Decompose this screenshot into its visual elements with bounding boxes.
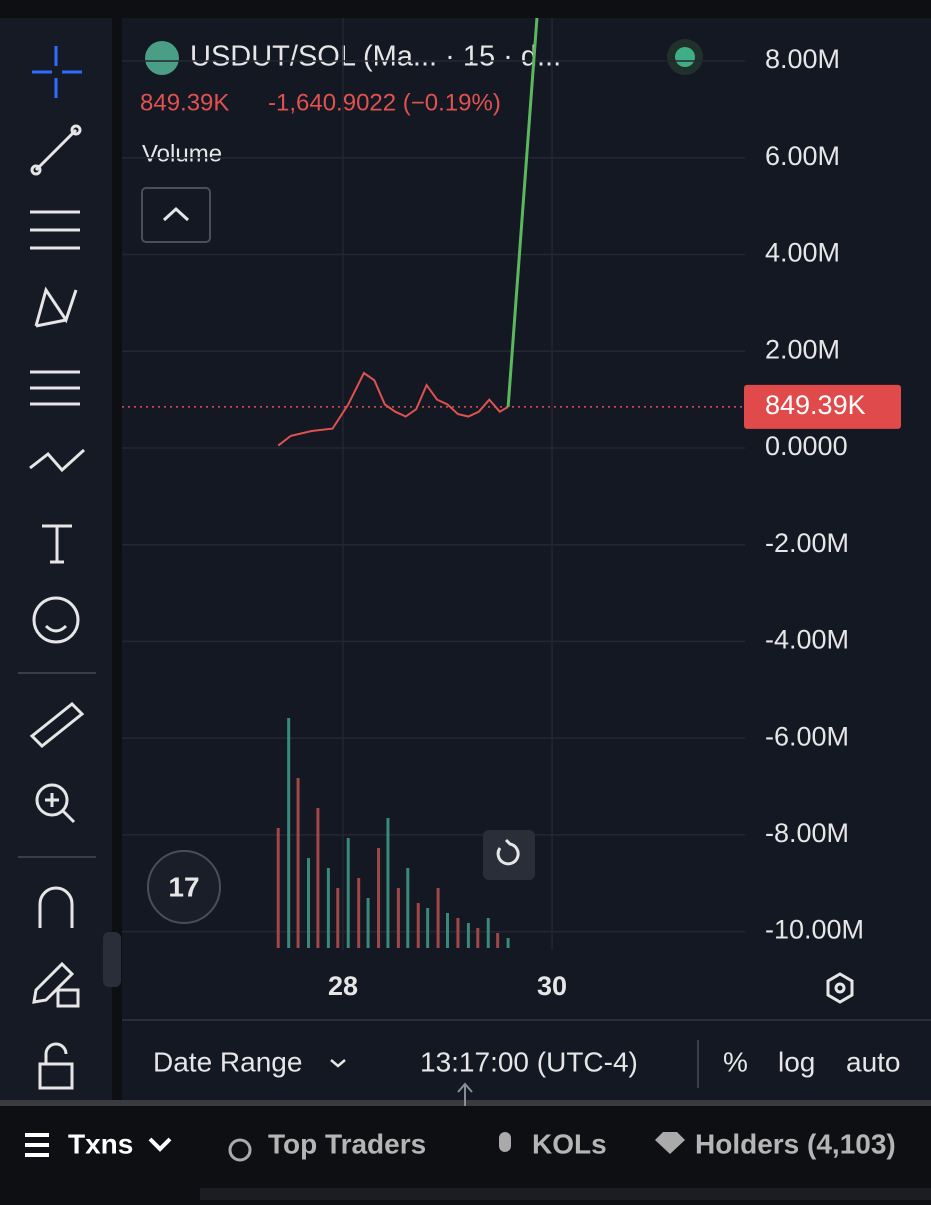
collapse-button[interactable] (141, 187, 211, 243)
token-icon (145, 41, 179, 75)
y-tick-label: 8.00M (765, 44, 840, 74)
log-toggle[interactable]: log (778, 1046, 815, 1077)
y-tick-label: -2.00M (765, 528, 849, 558)
bottom-strip (0, 1188, 931, 1200)
status-dot (675, 47, 695, 67)
price-tag (744, 384, 901, 429)
volume-bar (366, 898, 370, 948)
divider (112, 18, 122, 1103)
volume-bar (307, 858, 311, 948)
volume-bar (496, 933, 500, 948)
tab[interactable]: Top Traders (268, 1128, 426, 1159)
mic-icon (499, 1132, 511, 1152)
chart-title: USDUT/SOL (Ma... · 15 · d... (190, 41, 561, 73)
volume-bar (486, 918, 490, 948)
volume-bar (456, 918, 460, 948)
last-price: 849.39K (140, 89, 229, 116)
dropdown-icon (330, 1059, 346, 1068)
collapse-handle[interactable] (103, 932, 121, 987)
diamond-icon (655, 1132, 685, 1154)
chart-pane (122, 18, 931, 1103)
percent-toggle[interactable]: % (723, 1046, 748, 1077)
active-indicator (0, 1188, 200, 1200)
chevron-icon (162, 206, 190, 222)
auto-toggle[interactable]: auto (846, 1046, 901, 1077)
price-line (277, 371, 509, 447)
volume-bar (377, 848, 381, 948)
volume-bar (406, 868, 410, 948)
tab[interactable]: Txns (68, 1128, 133, 1159)
tab[interactable]: KOLs (532, 1128, 607, 1159)
y-tick-label: -10.00M (765, 915, 864, 945)
y-tick-label: 6.00M (765, 141, 840, 171)
top-bar (0, 0, 931, 18)
volume-bar (346, 838, 350, 948)
volume-bar (316, 808, 320, 948)
y-tick-label: -8.00M (765, 818, 849, 848)
tab-chevron (148, 1137, 172, 1152)
volume-bar (287, 718, 291, 948)
volume-bar (326, 868, 330, 948)
tab[interactable]: Holders (4,103) (695, 1128, 896, 1159)
logo[interactable] (147, 850, 221, 924)
reset-button[interactable] (483, 830, 535, 880)
y-tick-label: 2.00M (765, 334, 840, 364)
volume-bar (386, 818, 390, 948)
reset-icon (496, 838, 520, 866)
volume-bar (296, 778, 300, 948)
y-tick-label: 0.0000 (765, 431, 848, 461)
x-tick-label: 28 (328, 971, 358, 1001)
volume-bar (436, 888, 440, 948)
x-tick-label: 30 (537, 971, 567, 1001)
volume-bar (506, 938, 510, 948)
price-tag-label: 849.39K (765, 390, 866, 420)
settings-icon[interactable] (826, 972, 854, 1004)
price-change: -1,640.9022 (−0.19%) (268, 89, 501, 116)
settings-dot (834, 982, 846, 994)
y-tick-label: 4.00M (765, 238, 840, 268)
date-range[interactable]: Date Range (153, 1046, 302, 1077)
volume-bar (357, 878, 361, 948)
volume-bar (466, 923, 470, 948)
volume-bar (446, 913, 450, 948)
volume-bar (396, 888, 400, 948)
time[interactable]: 13:17:00 (UTC-4) (420, 1046, 638, 1077)
indicator-label: Volume (142, 140, 222, 167)
y-tick-label: -4.00M (765, 625, 849, 655)
y-tick-label: -6.00M (765, 721, 849, 751)
volume-bar (336, 888, 340, 948)
price-line (506, 17, 539, 407)
tab-bar (0, 1106, 931, 1188)
logo-mark: 17 (168, 871, 199, 902)
volume-bar (416, 903, 420, 948)
plot: 8.00M 6.00M 4.00M 2.00M 0.0000 -2.00M -4.00M -6… (122, 17, 901, 1001)
volume-bar (276, 828, 280, 948)
volume-bar (476, 928, 480, 948)
list-icon (25, 1133, 49, 1157)
toolbar[interactable] (18, 46, 96, 1090)
trophy-icon (228, 1138, 252, 1162)
volume-bar (426, 908, 430, 948)
